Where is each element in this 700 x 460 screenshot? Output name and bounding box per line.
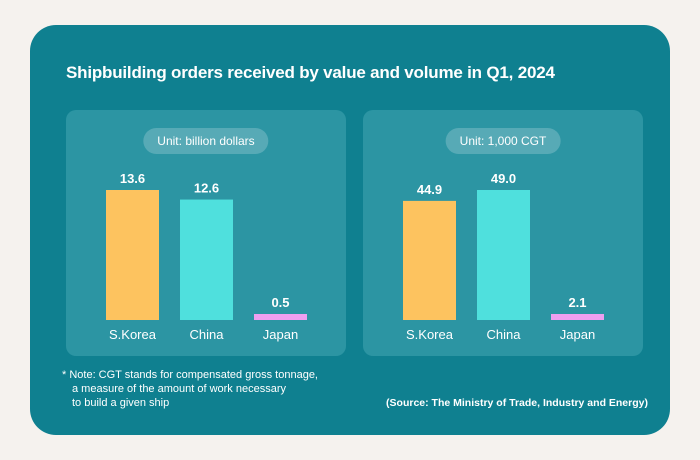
- volume-category-label-china: China: [487, 327, 522, 342]
- footnote-line-2: a measure of the amount of work necessar…: [72, 383, 286, 395]
- value-category-label-china: China: [190, 327, 225, 342]
- chart-title: Shipbuilding orders received by value an…: [66, 63, 555, 82]
- volume-bar-japan: [551, 314, 604, 320]
- footnote-line-1: * Note: CGT stands for compensated gross…: [62, 369, 318, 381]
- volume-panel: 44.9 S.Korea 49.0 China 2.1 Japan Unit: 1,000…: [363, 110, 643, 356]
- value-category-label-japan: Japan: [263, 327, 298, 342]
- volume-category-label-japan: Japan: [560, 327, 595, 342]
- footnote: * Note: CGT stands for compensated gross…: [62, 368, 318, 410]
- chart-card: Shipbuilding orders received by value an…: [30, 25, 670, 435]
- value-bar-skorea: [106, 190, 159, 320]
- volume-data-label-skorea: 44.9: [417, 182, 442, 197]
- volume-bar-skorea: [403, 200, 456, 320]
- value-bar-china: [180, 199, 233, 320]
- volume-bar-china: [477, 190, 530, 320]
- value-data-label-skorea: 13.6: [120, 171, 145, 186]
- value-category-label-skorea: S.Korea: [109, 327, 157, 342]
- value-bar-japan: [254, 314, 307, 320]
- value-panel: 13.6 S.Korea 12.6 China 0.5 Japan Unit: billi…: [66, 110, 346, 356]
- value-unit-label: Unit: billion dollars: [143, 128, 269, 154]
- footnote-line-3: to build a given ship: [72, 397, 170, 409]
- volume-category-label-skorea: S.Korea: [406, 327, 454, 342]
- volume-data-label-japan: 2.1: [568, 295, 586, 310]
- value-data-label-china: 12.6: [194, 181, 219, 196]
- source-note: (Source: The Ministry of Trade, Industry…: [386, 397, 648, 409]
- volume-data-label-china: 49.0: [491, 171, 516, 186]
- volume-unit-label: Unit: 1,000 CGT: [445, 128, 561, 154]
- value-data-label-japan: 0.5: [271, 295, 289, 310]
- value-bar-chart: 13.6 S.Korea 12.6 China 0.5 Japan: [106, 171, 307, 342]
- volume-bar-chart: 44.9 S.Korea 49.0 China 2.1 Japan: [403, 171, 604, 342]
